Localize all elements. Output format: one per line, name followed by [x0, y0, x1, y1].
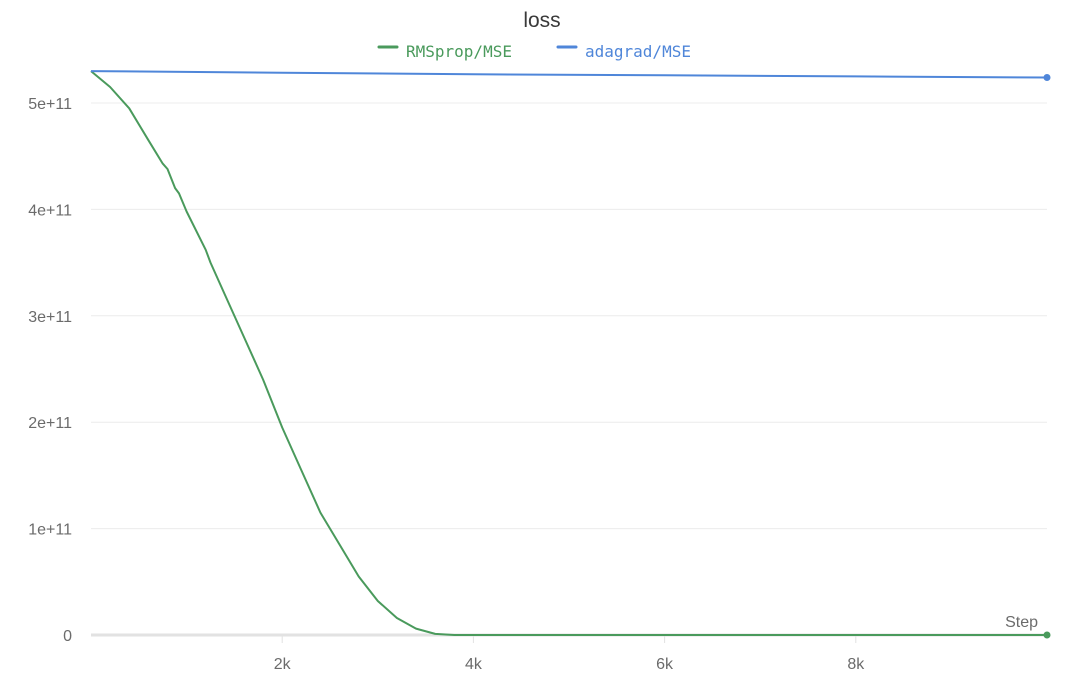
y-tick-label: 4e+11 [28, 202, 72, 219]
y-tick-label: 5e+11 [28, 96, 72, 113]
x-tick-label: 6k [656, 656, 674, 673]
y-tick-label: 0 [63, 628, 72, 645]
legend-item-rmsprop[interactable]: RMSprop/MSE [377, 42, 512, 61]
legend: RMSprop/MSE adagrad/MSE [377, 42, 691, 61]
x-tick-label: 8k [847, 656, 865, 673]
legend-item-adagrad[interactable]: adagrad/MSE [556, 42, 691, 61]
x-tick-label: 2k [274, 656, 292, 673]
y-tick-label: 3e+11 [28, 309, 72, 326]
series-line-adagrad-mse [90, 70, 1048, 79]
series-lines [90, 70, 1051, 639]
series-endpoint-adagrad-mse [1043, 73, 1051, 81]
chart-title: loss [523, 9, 560, 32]
series-endpoint-rmsprop-mse [1043, 631, 1051, 639]
x-tick-label: 4k [465, 656, 483, 673]
x-axis: 2k 4k 6k 8k [91, 633, 1047, 673]
legend-label-rmsprop: RMSprop/MSE [406, 42, 512, 61]
legend-label-adagrad: adagrad/MSE [585, 42, 691, 61]
x-axis-label: Step [1005, 614, 1038, 631]
y-tick-label: 1e+11 [28, 522, 72, 539]
grid [91, 102, 1047, 530]
y-axis-ticks: 0 1e+11 2e+11 3e+11 4e+11 5e+11 [28, 96, 72, 645]
y-tick-label: 2e+11 [28, 415, 72, 432]
series-line-rmsprop-mse [90, 70, 1047, 636]
